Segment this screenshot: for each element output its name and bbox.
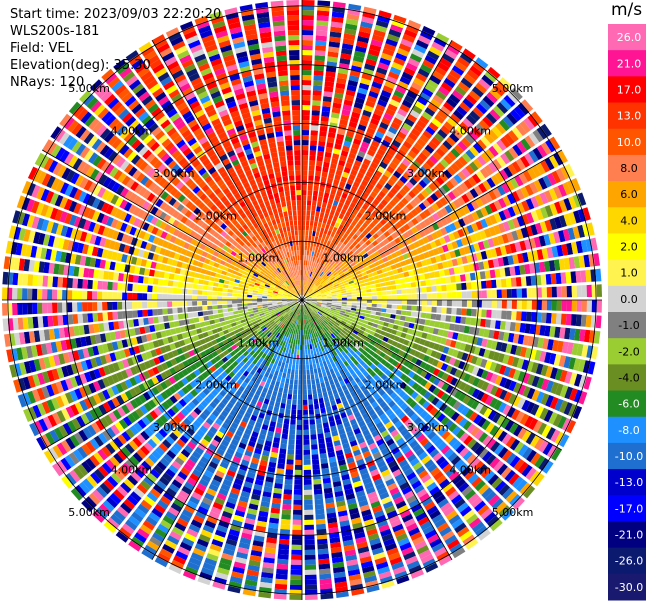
colorbar-tick-label: -13.0 [615,476,643,489]
field-label: Field: VEL [10,41,73,56]
colorbar-tick-label: 6.0 [620,188,638,201]
ring-label: 3.00km [407,421,449,434]
colorbar-tick-label: -4.0 [618,371,639,384]
colorbar-swatch [608,469,646,496]
colorbar-tick-label: -17.0 [615,502,643,515]
ring-label: 4.00km [449,125,491,138]
ring-label: 3.00km [407,167,449,180]
colorbar-swatch [608,285,646,313]
colorbar-tick-label: 26.0 [617,31,642,44]
colorbar-swatch [608,181,646,208]
ring-label: 1.00km [238,336,280,349]
colorbar-tick-label: -26.0 [615,555,643,568]
colorbar-swatch [608,390,646,418]
ring-label: 1.00km [238,252,280,265]
colorbar-tick-label: 13.0 [617,110,642,123]
colorbar-tick-label: 8.0 [620,162,638,175]
colorbar-tick-label: 4.0 [620,214,638,227]
ring-labels: 1.00km 1.00km 1.00km 1.00km 2.00km 2.00km 2.00… [68,82,533,519]
ring-label: 4.00km [449,463,491,476]
ring-label: 5.00km [492,506,534,519]
colorbar-swatch [608,338,646,365]
colorbar-swatch [608,573,646,601]
colorbar-swatch [608,154,646,182]
start-time-label: Start time: 2023/09/03 22:20:20 [10,7,222,22]
colorbar-tick-label: 10.0 [617,136,642,149]
colorbar-swatch [608,259,646,287]
colorbar-swatch [608,207,646,234]
ring-label: 3.00km [153,421,195,434]
ring-label: 3.00km [153,167,195,180]
colorbar-tick-label: 2.0 [620,241,638,254]
colorbar-tick-label: -30.0 [615,581,643,594]
colorbar-swatch [608,442,646,470]
ring-label: 1.00km [322,252,364,265]
ring-label: 2.00km [365,379,407,392]
velocity-gates [2,0,602,600]
radial-line [151,39,453,561]
ring-label: 5.00km [492,82,534,95]
colorbar-unit-label: m/s [611,0,643,20]
colorbar-tick-label: 1.0 [620,267,638,280]
colorbar-tick-label: -21.0 [615,529,643,542]
radial-lines [2,0,602,600]
colorbar-swatch [608,312,646,339]
colorbar-swatch [608,24,646,51]
colorbar-swatch [608,128,646,156]
colorbar-tick-label: -8.0 [618,424,639,437]
colorbar-swatch [608,495,646,522]
ring-label: 5.00km [68,82,110,95]
colorbar-swatch [608,547,646,575]
colorbar-tick-label: -10.0 [615,450,643,463]
colorbar-swatch [608,521,646,549]
ring-label: 4.00km [111,125,153,138]
ring-label: 2.00km [195,209,237,222]
colorbar-swatch [608,50,646,77]
ring-label: 2.00km [195,379,237,392]
ring-label: 1.00km [322,336,364,349]
colorbar-swatch [608,233,646,261]
ring-label: 4.00km [111,463,153,476]
instrument-label: WLS200s-181 [10,24,100,39]
ring-label: 5.00km [68,506,110,519]
nrays-label: NRays: 120 [10,75,85,90]
colorbar-tick-label: -1.0 [618,319,639,332]
colorbar-tick-label: 17.0 [617,83,642,96]
colorbar-tick-label: -2.0 [618,345,639,358]
colorbar-swatch [608,416,646,444]
elevation-label: Elevation(deg): 35.30 [10,58,151,73]
colorbar-swatch [608,76,646,104]
colorbar-tick-label: 0.0 [620,293,638,306]
colorbar-tick-label: -6.0 [618,398,639,411]
ring-label: 2.00km [365,209,407,222]
colorbar-swatch [608,102,646,130]
colorbar-tick-label: 21.0 [617,57,642,70]
colorbar-swatch [608,364,646,392]
